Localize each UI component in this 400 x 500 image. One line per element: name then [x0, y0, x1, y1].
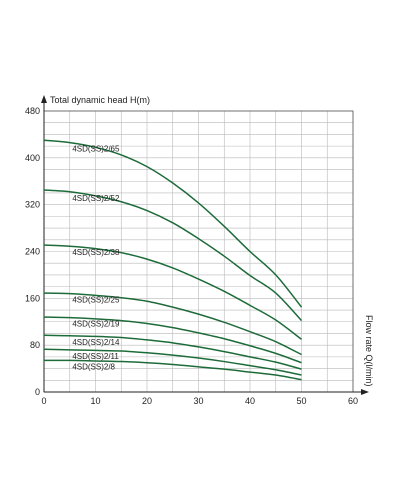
series-label: 4SD(SS)2/65: [72, 145, 120, 154]
y-tick-label: 400: [25, 153, 40, 163]
series-line: [43, 316, 302, 364]
series-line: [43, 189, 303, 322]
x-tick-label: 10: [90, 396, 100, 406]
y-tick-label: 160: [25, 293, 40, 303]
x-tick-label: 20: [142, 396, 152, 406]
series-label: 4SD(SS)2/8: [72, 362, 115, 371]
series-lines: [43, 139, 303, 381]
axes: [41, 95, 369, 395]
y-tick-label: 320: [25, 200, 40, 210]
x-tick-label: 30: [193, 396, 203, 406]
series-label: 4SD(SS)2/19: [72, 320, 120, 329]
x-axis-label: Flow rate Q(l/min): [364, 315, 374, 387]
x-tick-label: 60: [348, 396, 358, 406]
series-line: [43, 244, 302, 340]
series-line: [43, 334, 302, 370]
y-tick-label: 240: [25, 247, 40, 257]
y-tick-label: 480: [25, 106, 40, 116]
series-line: [43, 139, 303, 308]
x-tick-label: 40: [245, 396, 255, 406]
series-label: 4SD(SS)2/52: [72, 194, 120, 203]
series-line: [43, 359, 302, 381]
y-axis-label: Total dynamic head H(m): [50, 95, 150, 105]
series-line: [43, 348, 302, 376]
series-label: 4SD(SS)2/11: [72, 352, 119, 361]
series-line: [43, 292, 302, 356]
y-tick-label: 0: [35, 387, 40, 397]
series-label: 4SD(SS)2/25: [72, 296, 120, 305]
x-tick-label: 0: [41, 396, 46, 406]
y-tick-label: 80: [30, 340, 40, 350]
series-label: 4SD(SS)2/38: [72, 248, 120, 257]
tick-labels: 0 10 20 30 40 50 60 0 80 160 240 320 400 480: [25, 106, 358, 406]
x-tick-label: 50: [296, 396, 306, 406]
series-label: 4SD(SS)2/14: [72, 338, 120, 347]
y-axis-arrow: [41, 95, 47, 103]
series-labels: 4SD(SS)2/65 4SD(SS)2/52 4SD(SS)2/38 4SD(SS)…: [72, 145, 120, 372]
x-axis-arrow: [361, 389, 369, 395]
